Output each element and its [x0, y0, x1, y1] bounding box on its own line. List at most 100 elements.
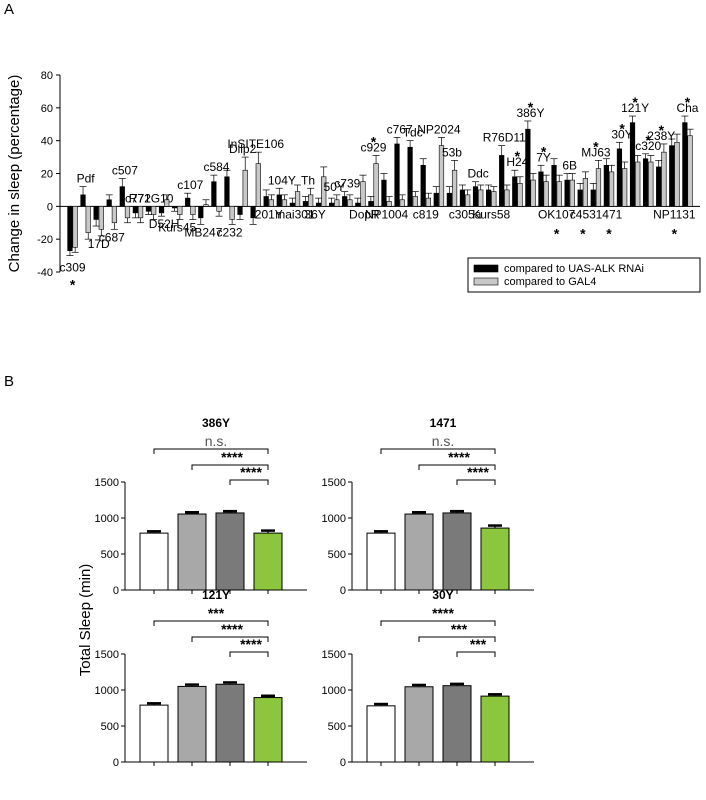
- bar-ubs-alk: [433, 192, 439, 207]
- significance-bracket: [380, 448, 496, 454]
- category-label: 386Y: [516, 106, 544, 120]
- category-label: 238Y: [647, 129, 675, 143]
- significance-star: *: [606, 225, 612, 241]
- significance-label: n.s.: [432, 433, 455, 449]
- bar-gal4: [648, 161, 654, 207]
- significance-label: ****: [240, 464, 262, 480]
- category-label: OK107: [538, 207, 576, 221]
- category-label: Kurs45: [158, 220, 196, 234]
- significance-bracket: [456, 651, 496, 657]
- bar-ubs-alk: [185, 197, 191, 207]
- bar-gal4: [530, 179, 536, 207]
- category-label: mai301: [275, 207, 315, 221]
- significance-bracket: [418, 636, 496, 642]
- category-label: c453: [570, 207, 596, 221]
- bar-ubs-alk: [329, 202, 335, 207]
- bar-gal4: [373, 163, 379, 207]
- bar-ubs-alk: [172, 206, 178, 209]
- bar-ubs-alk: [682, 122, 688, 207]
- y-tick-label: 1500: [322, 477, 346, 489]
- bar-ubs-alk: [276, 194, 282, 207]
- subchart-title: 1471: [430, 416, 457, 430]
- bar-ubs-alk: [302, 201, 309, 207]
- legend-label: compared to GAL4: [504, 276, 596, 288]
- panel-label-b: B: [4, 373, 14, 390]
- category-label: InSITE106: [227, 137, 284, 151]
- bar-gal4: [399, 199, 405, 207]
- bar-gal4: [491, 191, 497, 207]
- category-label: 50Y: [324, 180, 345, 194]
- bar-ubs-alk: [237, 206, 243, 215]
- category-label: 30Y: [611, 127, 632, 141]
- bar: [442, 512, 472, 591]
- bar-gal4: [517, 183, 523, 207]
- bar-gal4: [334, 199, 340, 207]
- bar-ubs-alk: [603, 164, 609, 207]
- y-tick-label-a: 20: [41, 169, 53, 181]
- y-tick-label: 500: [101, 549, 119, 561]
- y-tick-label: 1000: [95, 685, 119, 697]
- bar-ubs-alk: [499, 155, 505, 207]
- bar-gal4: [203, 204, 209, 207]
- bar: [253, 697, 283, 763]
- significance-label: ****: [432, 605, 454, 621]
- bar-ubs-alk: [158, 206, 165, 214]
- category-label: Pdf: [77, 172, 96, 186]
- bar-gal4: [687, 135, 693, 207]
- bar-ubs-alk: [80, 194, 86, 207]
- category-label: Cha: [676, 101, 698, 115]
- y-tick-label: 1000: [322, 685, 346, 697]
- bar: [253, 532, 283, 591]
- bar-ubs-alk: [211, 181, 217, 207]
- significance-label: ****: [448, 449, 470, 465]
- significance-label: ***: [208, 605, 225, 621]
- significance-bracket: [229, 479, 269, 485]
- bar-ubs-alk: [551, 164, 557, 207]
- bar-gal4: [451, 169, 458, 207]
- significance-star: *: [632, 94, 638, 110]
- category-label: c929: [360, 140, 386, 154]
- significance-star: *: [659, 122, 665, 138]
- legend-swatch: [473, 277, 499, 286]
- bar-gal4: [608, 171, 615, 207]
- bar-ubs-alk: [198, 206, 204, 219]
- bar-gal4: [635, 161, 641, 207]
- category-label: R76D11: [483, 131, 526, 145]
- bar-gal4: [386, 201, 392, 207]
- category-label: NP2024: [417, 122, 461, 136]
- y-tick-label: 0: [113, 585, 119, 597]
- significance-label: ***: [451, 621, 468, 637]
- bar-ubs-alk: [564, 179, 570, 207]
- y-tick-label: 0: [340, 757, 346, 769]
- significance-star: *: [593, 138, 599, 154]
- significance-star: *: [541, 143, 547, 159]
- significance-bracket: [191, 636, 269, 642]
- category-label: MB247: [184, 225, 222, 239]
- y-tick-label: 1500: [322, 649, 346, 661]
- significance-star: *: [70, 277, 76, 293]
- category-label: 7Y: [536, 150, 551, 164]
- bar-gal4: [72, 206, 78, 248]
- bar: [366, 532, 396, 591]
- bar-ubs-alk: [263, 196, 269, 207]
- bar-gal4: [98, 206, 104, 230]
- category-label: 53b: [442, 145, 462, 159]
- bar: [480, 527, 510, 591]
- significance-star: *: [528, 99, 534, 115]
- category-label: c305a: [449, 207, 482, 221]
- significance-star: *: [685, 94, 691, 110]
- category-label: c584: [203, 160, 229, 174]
- bar-gal4: [242, 169, 248, 207]
- bar-ubs-alk: [289, 202, 295, 207]
- bar-gal4: [137, 206, 144, 219]
- bar-gal4: [504, 189, 510, 207]
- panel-label-a: A: [4, 1, 14, 18]
- bar-gal4: [556, 181, 562, 207]
- significance-star: *: [619, 120, 625, 136]
- category-label: 36Y: [304, 207, 325, 221]
- bar-ubs-alk: [577, 189, 583, 207]
- category-label: NP1131: [653, 207, 696, 221]
- bar-ubs-alk: [119, 186, 125, 207]
- bar-ubs-alk: [459, 189, 466, 207]
